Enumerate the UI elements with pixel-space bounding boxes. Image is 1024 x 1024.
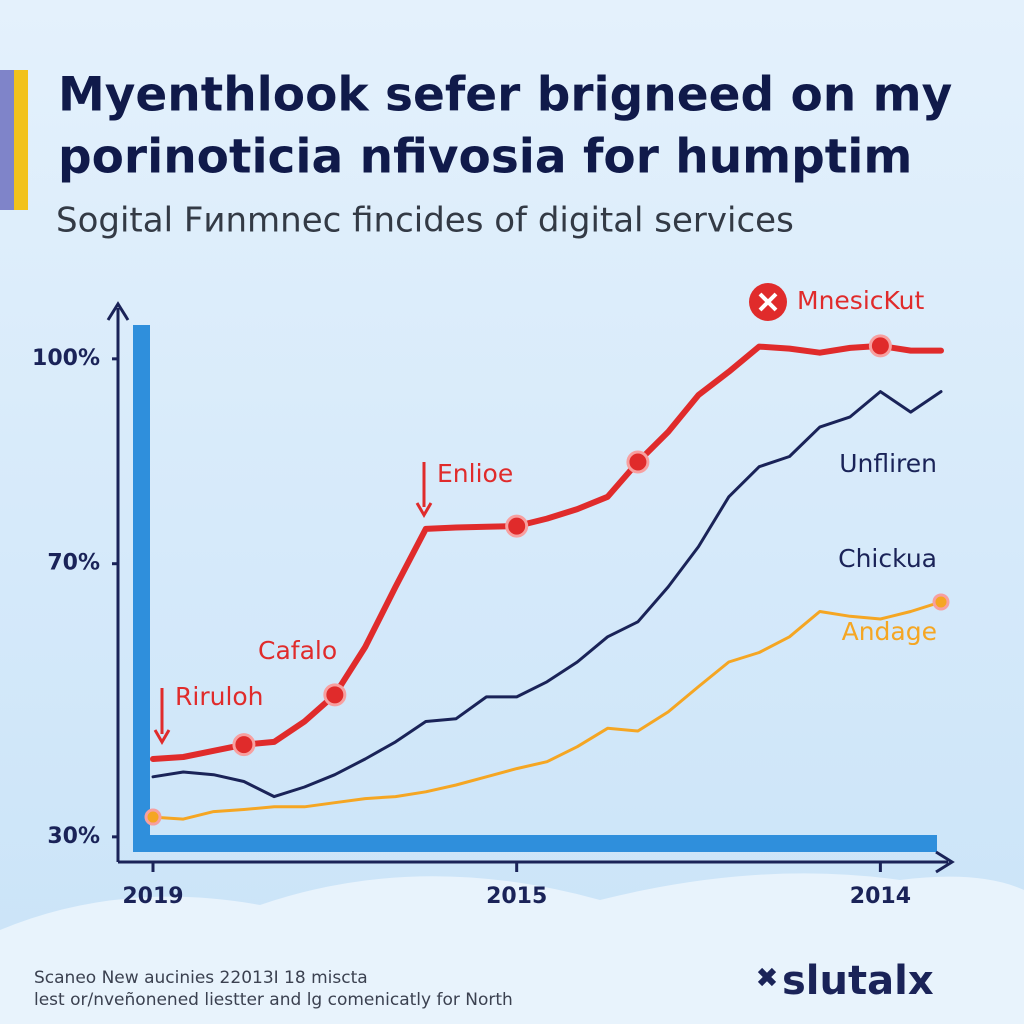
point-marker	[323, 683, 347, 707]
cloud-decor	[0, 873, 1024, 1024]
x-tick-label: 2014	[850, 884, 911, 909]
logo-icon	[757, 967, 777, 987]
chart-title: porinoticia nfivosia for humptim	[58, 130, 912, 185]
series-line	[151, 390, 943, 799]
series-line	[151, 600, 943, 821]
chart-title: Myenthlook sefer brigneed on my	[58, 68, 952, 123]
axis-arrow	[935, 850, 955, 874]
axis-band	[133, 325, 150, 850]
y-tick-label: 70%	[47, 551, 100, 576]
legend-label: Unfliren	[839, 449, 937, 478]
accent-bar	[14, 70, 28, 210]
accent-bar	[0, 70, 14, 210]
annotation: Riruloh	[175, 682, 264, 711]
y-tick-label: 100%	[32, 346, 100, 371]
footer-text: lest or/nveñonened liestter and lg comen…	[34, 990, 513, 1010]
point-marker	[626, 450, 650, 474]
annotation: Cafalo	[258, 636, 337, 665]
axis-arrow	[106, 301, 130, 321]
annotation-arrow	[153, 729, 171, 745]
annotation: Chickua	[838, 544, 937, 573]
chart-subtitle: Sogital Fиnmnеc fincides of digital serv…	[56, 201, 794, 241]
point-marker	[932, 593, 950, 611]
legend-icon	[758, 292, 778, 312]
point-marker	[144, 808, 162, 826]
legend-label: Andage	[842, 617, 937, 646]
series-line	[150, 342, 944, 762]
point-marker	[505, 514, 529, 538]
annotation: Enlioe	[437, 459, 513, 488]
axis-band	[133, 835, 937, 852]
x-tick-label: 2015	[486, 884, 547, 909]
legend-label: MnesicKut	[797, 286, 925, 315]
point-marker	[868, 334, 892, 358]
y-tick-label: 30%	[47, 824, 100, 849]
footer-text: Scaneo New aucinies 22013I 18 miscta	[34, 968, 368, 988]
x-tick-label: 2019	[122, 884, 183, 909]
annotation-arrow	[415, 502, 433, 518]
plot: 100% 70% 30% 2019 2015 2014 MnesicKut Unfliren A…	[32, 283, 950, 909]
point-marker	[232, 733, 256, 757]
logo: slutalx	[782, 958, 934, 1004]
